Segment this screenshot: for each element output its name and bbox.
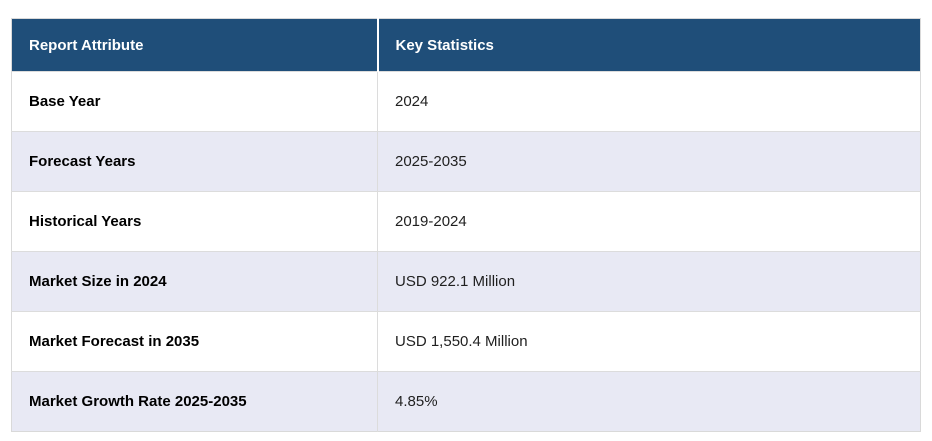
table-row: Forecast Years 2025-2035 <box>11 131 921 192</box>
value-cell-market-growth-rate: 4.85% <box>377 371 921 432</box>
value-cell-base-year: 2024 <box>377 71 921 132</box>
table-header: Report Attribute Key Statistics <box>11 18 921 72</box>
attribute-cell-base-year: Base Year <box>11 71 378 132</box>
attribute-cell-historical-years: Historical Years <box>11 191 378 252</box>
table-row: Base Year 2024 <box>11 71 921 132</box>
attribute-cell-forecast-years: Forecast Years <box>11 131 378 192</box>
table-row: Market Forecast in 2035 USD 1,550.4 Mill… <box>11 311 921 372</box>
column-header-report-attribute: Report Attribute <box>11 18 379 72</box>
header-row: Report Attribute Key Statistics <box>11 18 921 72</box>
column-header-key-statistics: Key Statistics <box>377 18 921 72</box>
attribute-cell-market-forecast-2035: Market Forecast in 2035 <box>11 311 378 372</box>
report-statistics-table: Report Attribute Key Statistics Base Yea… <box>11 18 921 432</box>
table-row: Market Size in 2024 USD 922.1 Million <box>11 251 921 312</box>
table-row: Historical Years 2019-2024 <box>11 191 921 252</box>
table-body: Base Year 2024 Forecast Years 2025-2035 … <box>11 71 921 432</box>
value-cell-forecast-years: 2025-2035 <box>377 131 921 192</box>
table-row: Market Growth Rate 2025-2035 4.85% <box>11 371 921 432</box>
value-cell-market-size-2024: USD 922.1 Million <box>377 251 921 312</box>
attribute-cell-market-growth-rate: Market Growth Rate 2025-2035 <box>11 371 378 432</box>
value-cell-market-forecast-2035: USD 1,550.4 Million <box>377 311 921 372</box>
attribute-cell-market-size-2024: Market Size in 2024 <box>11 251 378 312</box>
value-cell-historical-years: 2019-2024 <box>377 191 921 252</box>
